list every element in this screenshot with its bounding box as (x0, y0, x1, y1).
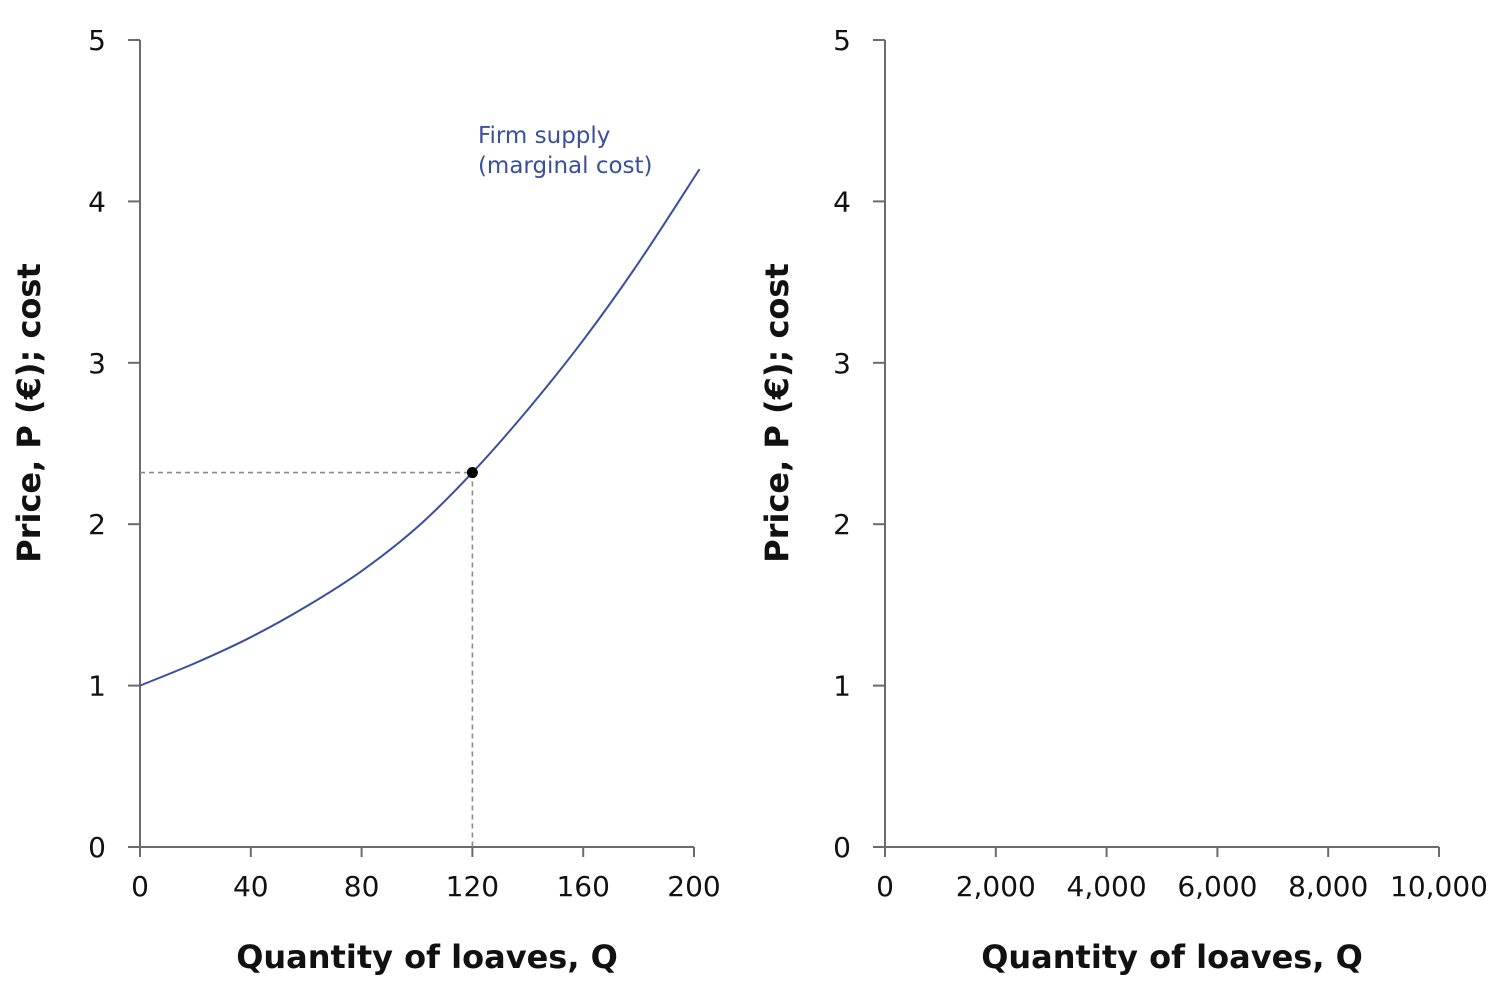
y-tick-label: 4 (88, 185, 106, 218)
x-tick-label: 40 (233, 870, 269, 903)
highlight-point (466, 467, 478, 479)
x-tick-label: 8,000 (1288, 870, 1368, 903)
y-tick-label: 1 (88, 670, 106, 703)
y-axis-title: Price, P (€); cost (758, 263, 796, 563)
y-tick-label: 3 (833, 347, 851, 380)
x-axis-title: Quantity of loaves, Q (981, 938, 1363, 976)
right-chart-panel: 0 1 2 3 4 5 0 2,000 4,000 6,000 8,000 10,000 Quantit… (758, 24, 1488, 976)
left-chart-panel: 0 1 2 3 4 5 0 40 80 120 160 200 Quantity of loaves, … (10, 24, 721, 976)
x-tick-label: 0 (876, 870, 894, 903)
y-tick-label: 3 (88, 347, 106, 380)
y-axis-title: Price, P (€); cost (10, 263, 48, 563)
x-tick-label: 160 (556, 870, 609, 903)
y-tick-label: 0 (833, 831, 851, 864)
y-tick-label: 1 (833, 670, 851, 703)
x-tick-label: 200 (667, 870, 720, 903)
x-tick-label: 10,000 (1390, 870, 1488, 903)
x-tick-label: 80 (344, 870, 380, 903)
y-tick-label: 2 (88, 508, 106, 541)
y-tick-label: 5 (833, 24, 851, 57)
x-axis-title: Quantity of loaves, Q (236, 938, 618, 976)
x-tick-label: 6,000 (1177, 870, 1257, 903)
firm-supply-curve (139, 168, 701, 687)
curve-annotation-line1: Firm supply (478, 123, 610, 149)
y-tick-label: 5 (88, 24, 106, 57)
y-tick-label: 4 (833, 185, 851, 218)
y-tick-label: 0 (88, 831, 106, 864)
x-tick-label: 2,000 (956, 870, 1036, 903)
x-tick-label: 4,000 (1067, 870, 1147, 903)
y-tick-label: 2 (833, 508, 851, 541)
x-tick-label: 0 (131, 870, 149, 903)
x-tick-label: 120 (446, 870, 499, 903)
curve-annotation-line2: (marginal cost) (478, 153, 653, 179)
